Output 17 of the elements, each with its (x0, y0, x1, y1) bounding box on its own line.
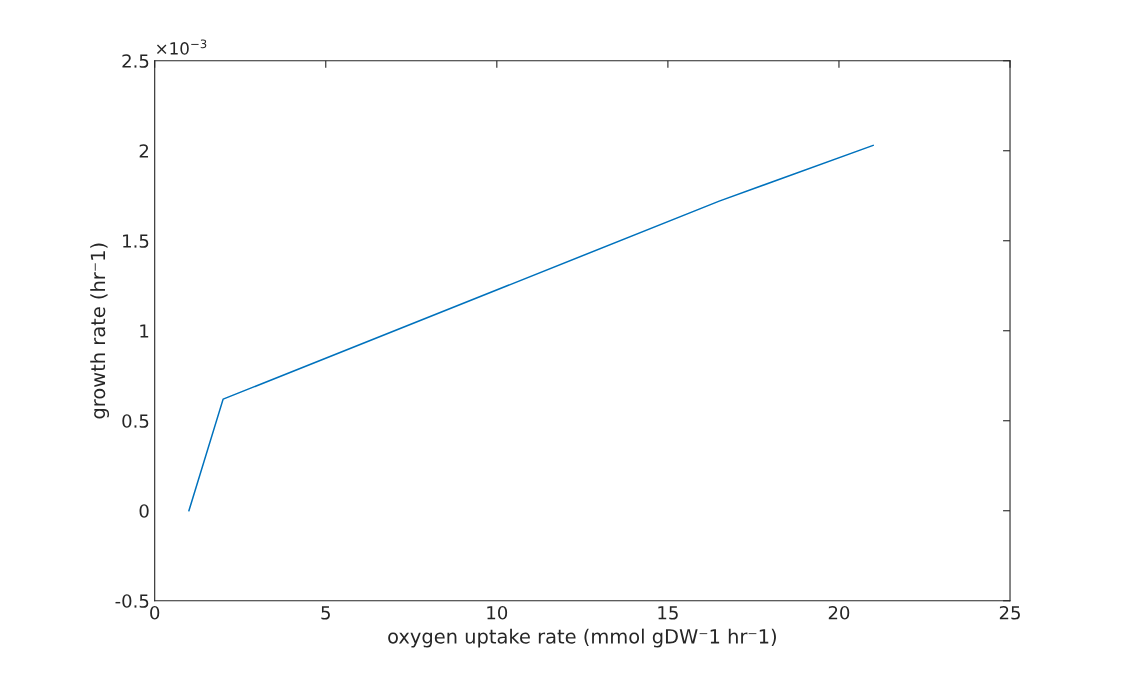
y-tick-label: 2.5 (122, 54, 149, 68)
y-tick-label: -0.5 (115, 594, 149, 608)
x-tick-label: 20 (828, 605, 850, 620)
y-tick-label: 2 (139, 144, 149, 158)
y-tick-label: 1 (140, 324, 149, 338)
y-axis-title: growth rate (hr⁻1) (90, 243, 110, 419)
x-tick-label: 25 (999, 605, 1020, 620)
x-tick-label: 15 (658, 606, 678, 620)
y-tick-label: 0 (139, 504, 149, 518)
x-tick-label: 0 (150, 605, 160, 620)
x-tick-label: 10 (487, 605, 508, 620)
text: ×10$^{−3}$ (156, 39, 207, 55)
x-axis-title: oxygen uptake rate (mmol gDW⁻1 hr⁻1) (388, 628, 776, 648)
line-series (188, 144, 874, 512)
x-tick-label: 5 (321, 606, 330, 620)
y-tick-label: 0.5 (122, 414, 149, 428)
y-tick-label: 1.5 (123, 234, 149, 248)
